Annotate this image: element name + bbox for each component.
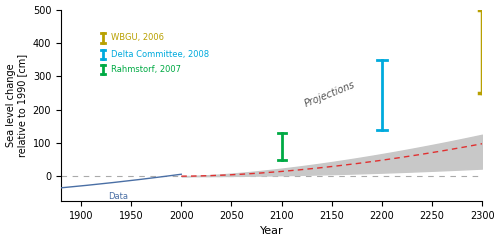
Text: WBGU, 2006: WBGU, 2006 (111, 33, 164, 42)
Text: Delta Committee, 2008: Delta Committee, 2008 (111, 50, 209, 59)
Text: Projections: Projections (303, 80, 356, 109)
Text: Rahmstorf, 2007: Rahmstorf, 2007 (111, 65, 181, 74)
X-axis label: Year: Year (260, 227, 283, 236)
Y-axis label: Sea level change
relative to 1990 [cm]: Sea level change relative to 1990 [cm] (6, 54, 27, 157)
Text: Data: Data (108, 192, 128, 201)
